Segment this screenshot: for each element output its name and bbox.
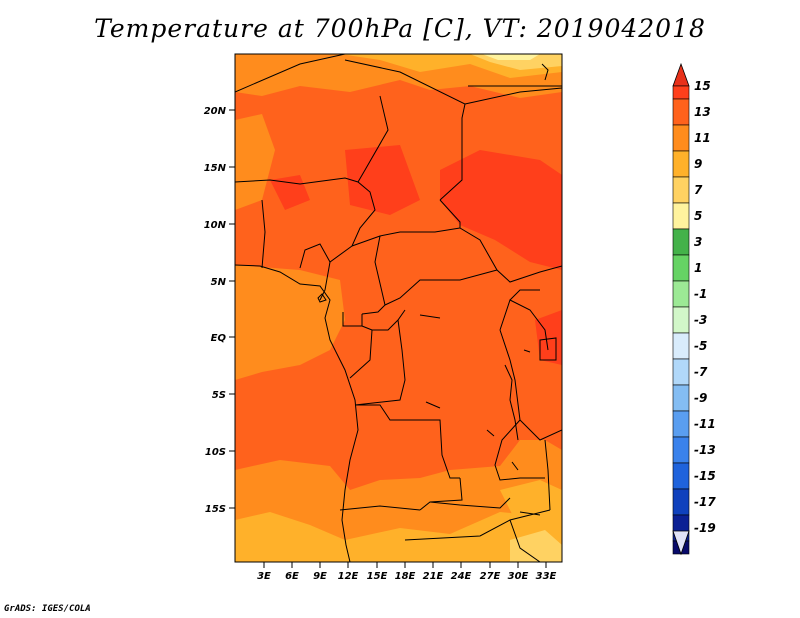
lon-label: 30E	[508, 571, 529, 582]
colorbar-box	[672, 98, 690, 126]
field-south-7-9	[235, 512, 562, 562]
lon-label: 9E	[313, 571, 327, 582]
lon-label: 24E	[451, 571, 472, 582]
temperature-field	[235, 54, 562, 562]
country-borders	[235, 54, 562, 562]
colorbar-label: 15	[694, 79, 711, 93]
colorbar-label: -5	[694, 339, 707, 353]
colorbar-box	[672, 124, 690, 152]
colorbar-box	[672, 202, 690, 230]
colorbar-box	[672, 228, 690, 256]
lon-label: 33E	[536, 571, 557, 582]
field-gulf-9-11	[235, 265, 345, 380]
colorbar-box	[672, 384, 690, 412]
colorbar-label: 13	[694, 105, 711, 119]
colorbar-box	[672, 176, 690, 204]
lat-label: 5S	[212, 390, 226, 401]
longitude-axis: 3E 6E 9E 12E 15E 18E 21E 24E 27E 30E 33E	[257, 562, 557, 582]
lon-label: 12E	[338, 571, 359, 582]
lat-label: 20N	[204, 106, 227, 117]
colorbar-label: 3	[694, 235, 702, 249]
colorbar-top-arrow	[672, 62, 690, 87]
colorbar: 15 13 11 9 7 5 3 1 -1 -3 -5 -7 -9 -11 -1…	[672, 62, 716, 556]
colorbar-box	[672, 306, 690, 334]
lat-label: EQ	[211, 333, 227, 344]
grads-credit: GrADS: IGES/COLA	[4, 604, 91, 614]
colorbar-label: 5	[694, 209, 702, 223]
colorbar-label: -7	[694, 365, 708, 379]
colorbar-label: -1	[694, 287, 707, 301]
colorbar-label: -17	[694, 495, 716, 509]
colorbar-label: 1	[694, 261, 702, 275]
colorbar-box	[672, 462, 690, 490]
field-core-lakes	[535, 310, 562, 365]
colorbar-label: 7	[694, 183, 703, 197]
map-frame	[234, 53, 563, 563]
colorbar-box	[672, 332, 690, 360]
colorbar-box	[672, 150, 690, 178]
lon-label: 15E	[367, 571, 388, 582]
lon-label: 18E	[395, 571, 416, 582]
lat-label: 10S	[205, 447, 226, 458]
colorbar-label: -3	[694, 313, 707, 327]
lon-label: 21E	[423, 571, 444, 582]
colorbar-box	[672, 436, 690, 464]
lon-label: 27E	[480, 571, 501, 582]
lat-label: 10N	[204, 220, 227, 231]
colorbar-label: -13	[694, 443, 716, 457]
field-core-central	[345, 145, 420, 215]
colorbar-label: 11	[694, 131, 711, 145]
lat-label: 15N	[204, 163, 227, 174]
colorbar-box	[672, 410, 690, 438]
lat-label: 5N	[211, 277, 227, 288]
field-southeast-7-9	[500, 480, 562, 540]
colorbar-label: -9	[694, 391, 707, 405]
colorbar-label: -15	[694, 469, 716, 483]
lat-label: 15S	[205, 504, 226, 515]
colorbar-box	[672, 280, 690, 308]
field-core-east	[440, 150, 562, 270]
chart-title: Temperature at 700hPa [C], VT: 201904201…	[94, 14, 706, 43]
field-west-9-11	[235, 114, 275, 210]
colorbar-box	[672, 254, 690, 282]
latitude-axis: 20N 15N 10N 5N EQ 5S 10S 15S	[204, 106, 235, 515]
field-southeast-5-7	[510, 530, 562, 562]
colorbar-label: 9	[694, 157, 702, 171]
colorbar-label: -11	[694, 417, 716, 431]
colorbar-boxes	[672, 85, 690, 555]
colorbar-box	[672, 488, 690, 516]
colorbar-box	[672, 358, 690, 386]
colorbar-box	[672, 85, 690, 100]
colorbar-bottom-arrow	[672, 530, 690, 556]
lon-label: 3E	[257, 571, 271, 582]
colorbar-label: -19	[694, 521, 716, 535]
field-north-3-5	[482, 54, 540, 60]
lon-label: 6E	[285, 571, 299, 582]
